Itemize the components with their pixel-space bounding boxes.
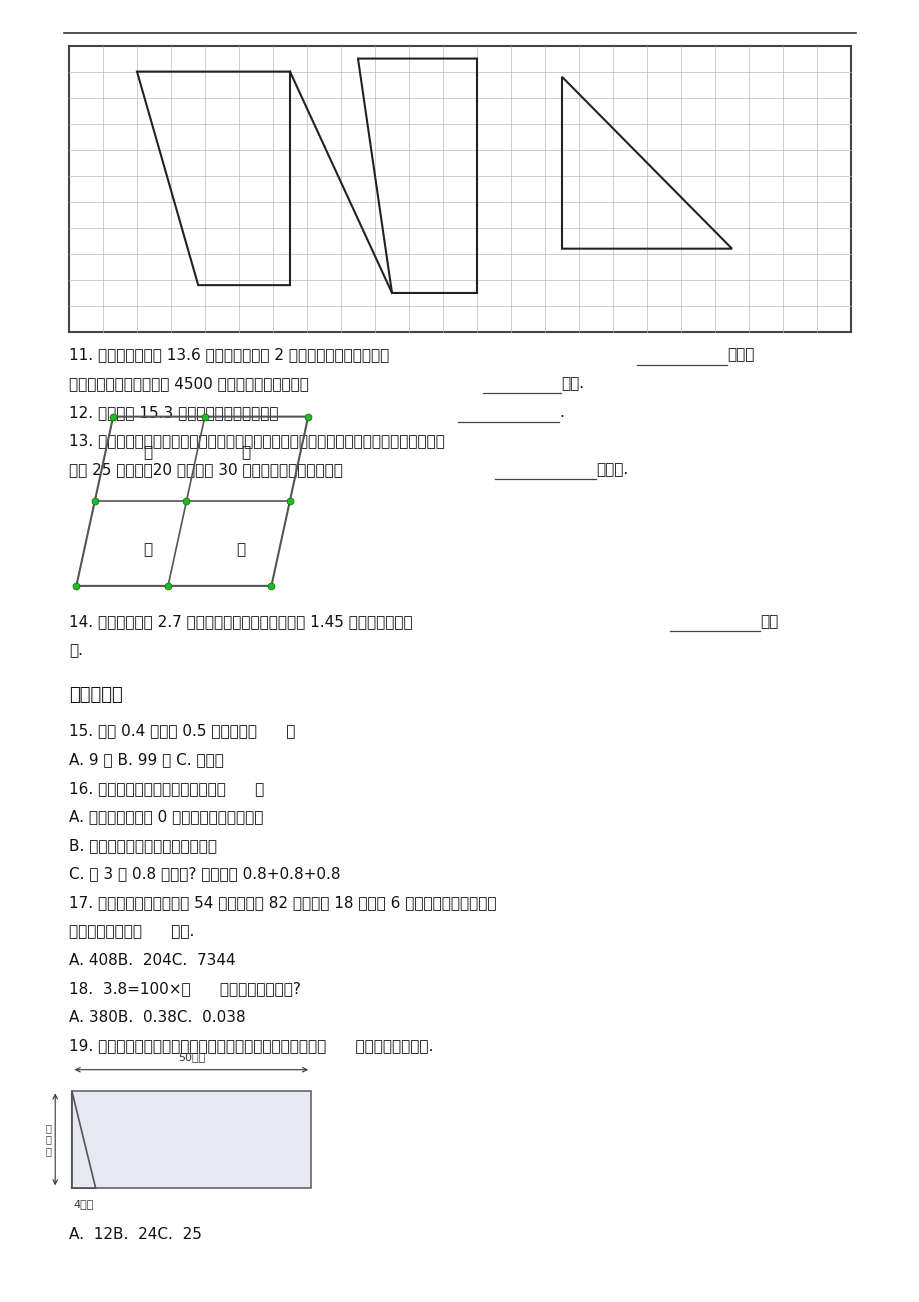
Bar <box>72 1091 311 1189</box>
Text: C. 求 3 个 0.8 是多少? 可以列成 0.8+0.8+0.8: C. 求 3 个 0.8 是多少? 可以列成 0.8+0.8+0.8 <box>69 867 340 881</box>
Text: 13. 一个平行四边形被两条线段分割成四个平行四边形（如图），其中甲、乙、丙的面积分: 13. 一个平行四边形被两条线段分割成四个平行四边形（如图），其中甲、乙、丙的面… <box>69 434 445 449</box>
Text: 次运完；如果每吨苹果卖 4500 元，这些苹果一共可卖: 次运完；如果每吨苹果卖 4500 元，这些苹果一共可卖 <box>69 376 309 392</box>
Text: 甲: 甲 <box>143 445 153 460</box>
Text: 辆车一: 辆车一 <box>726 348 754 363</box>
Text: 12. 近似值是 15.3 的两位小数中，最小的是: 12. 近似值是 15.3 的两位小数中，最小的是 <box>69 405 278 421</box>
Bar <box>69 46 850 332</box>
Text: 平方米.: 平方米. <box>596 462 628 478</box>
Text: 乙: 乙 <box>241 445 250 460</box>
Text: 17. 一个梯形果园，上底是 54 米，下底是 82 米，高是 18 米，每 6 平方米栽一棵果树，这: 17. 一个梯形果园，上底是 54 米，下底是 82 米，高是 18 米，每 6… <box>69 896 496 910</box>
Text: 18.  3.8=100×（      ），括号里应填几?: 18. 3.8=100×（ ），括号里应填几? <box>69 982 301 996</box>
Text: 三、选择题: 三、选择题 <box>69 686 122 704</box>
Text: 万元.: 万元. <box>561 376 584 392</box>
Text: 4厘米: 4厘米 <box>74 1199 94 1208</box>
Text: 个果园共栽果树（      ）棵.: 个果园共栽果树（ ）棵. <box>69 924 194 939</box>
Text: A.  12B.  24C.  25: A. 12B. 24C. 25 <box>69 1228 201 1242</box>
Text: 某
厘
米: 某 厘 米 <box>46 1122 51 1156</box>
Text: 油.: 油. <box>69 643 83 659</box>
Text: 19. 用一张长方形纸剪同样的三角形（如图），最多能剪成（      ）个这样的三角形.: 19. 用一张长方形纸剪同样的三角形（如图），最多能剪成（ ）个这样的三角形. <box>69 1039 433 1053</box>
Text: B. 十个十分之一等于一个百分之一: B. 十个十分之一等于一个百分之一 <box>69 838 217 853</box>
Text: A. 把小数点后面的 0 去掉，小数的大小不变: A. 把小数点后面的 0 去掉，小数的大小不变 <box>69 810 263 824</box>
Text: 16. 下面三句话中，正确的一句是（      ）: 16. 下面三句话中，正确的一句是（ ） <box>69 781 264 796</box>
Text: A. 380B.  0.38C.  0.038: A. 380B. 0.38C. 0.038 <box>69 1010 245 1025</box>
Text: A. 9 个 B. 99 个 C. 无数个: A. 9 个 B. 99 个 C. 无数个 <box>69 753 223 767</box>
Text: 丁: 丁 <box>236 543 245 557</box>
Text: 11. 果园里共收苹果 13.6 吨，如果用载重 2 吨的拖拉机来运，至少需: 11. 果园里共收苹果 13.6 吨，如果用载重 2 吨的拖拉机来运，至少需 <box>69 348 389 363</box>
Text: 14. 一瓶油连瓶重 2.7 千克，倒出一半油后，连瓶重 1.45 千克，瓶里原有: 14. 一瓶油连瓶重 2.7 千克，倒出一半油后，连瓶重 1.45 千克，瓶里原… <box>69 615 413 630</box>
Text: 丙: 丙 <box>143 543 153 557</box>
Text: A. 408B.  204C.  7344: A. 408B. 204C. 7344 <box>69 953 235 967</box>
Text: 别是 25 平方米，20 平方米和 30 平方米，那么丁的面积是: 别是 25 平方米，20 平方米和 30 平方米，那么丁的面积是 <box>69 462 343 478</box>
Text: 50厘米: 50厘米 <box>177 1052 205 1062</box>
Text: 15. 大于 0.4 而小于 0.5 的小数有（      ）: 15. 大于 0.4 而小于 0.5 的小数有（ ） <box>69 724 295 738</box>
Text: 千克: 千克 <box>759 615 777 630</box>
Text: .: . <box>559 405 563 421</box>
